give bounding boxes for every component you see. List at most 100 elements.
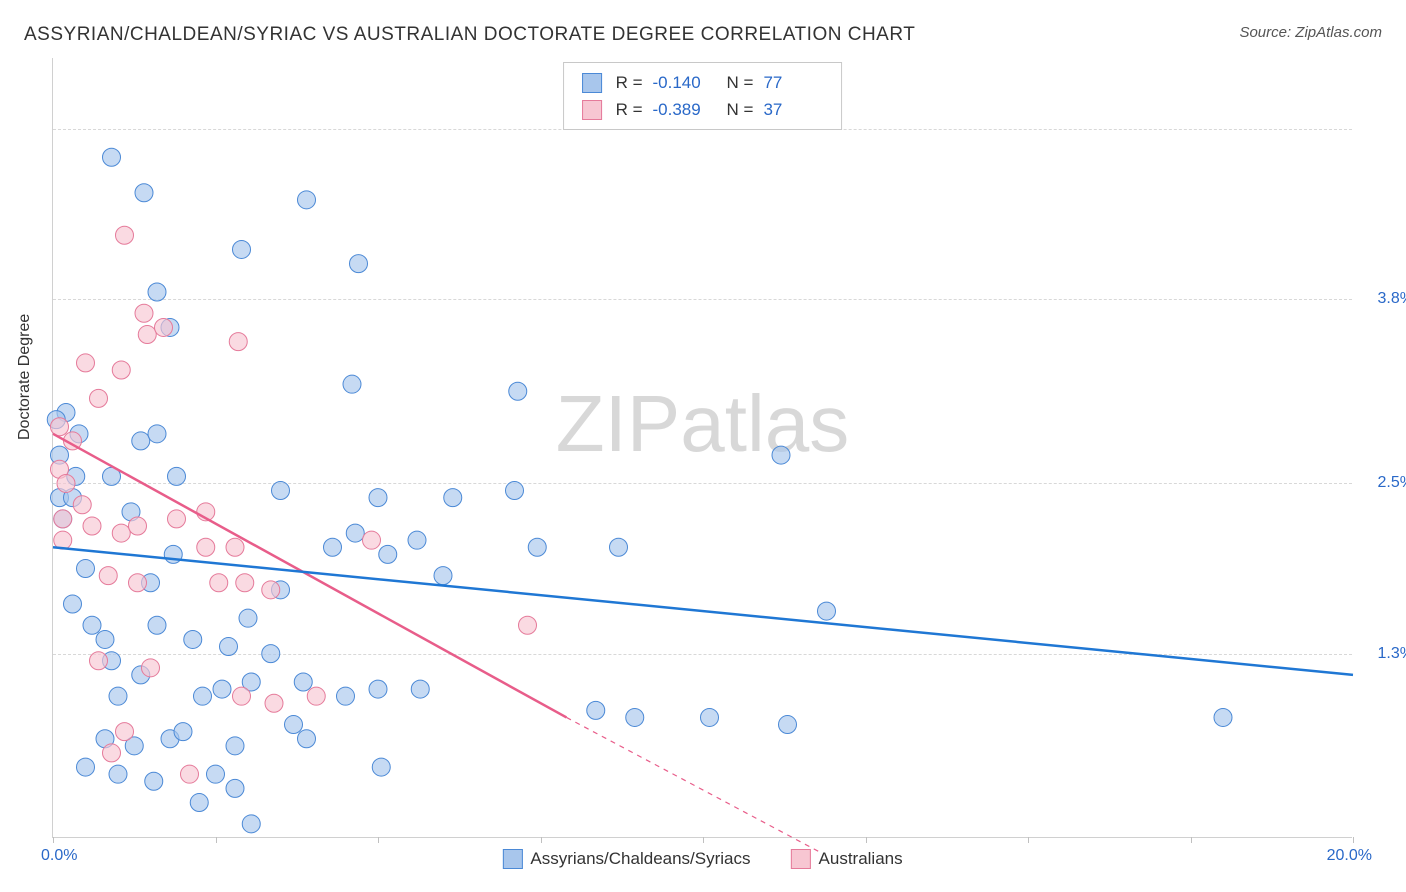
data-point	[372, 758, 390, 776]
data-point	[112, 361, 130, 379]
data-point	[148, 425, 166, 443]
data-point	[506, 482, 524, 500]
data-point	[528, 538, 546, 556]
data-point	[138, 326, 156, 344]
data-point	[96, 630, 114, 648]
data-point	[213, 680, 231, 698]
data-point	[298, 191, 316, 209]
series-legend: Assyrians/Chaldeans/Syriacs Australians	[502, 849, 902, 869]
data-point	[181, 765, 199, 783]
scatter-plot: ZIPatlas 1.3%2.5%3.8% R =-0.140 N =77 R …	[52, 58, 1352, 838]
data-point	[168, 467, 186, 485]
data-point	[109, 687, 127, 705]
data-point	[129, 517, 147, 535]
data-point	[298, 730, 316, 748]
data-point	[272, 482, 290, 500]
data-layer	[53, 58, 1352, 837]
data-point	[145, 772, 163, 790]
data-point	[184, 630, 202, 648]
data-point	[1214, 708, 1232, 726]
data-point	[174, 723, 192, 741]
data-point	[73, 496, 91, 514]
data-point	[90, 652, 108, 670]
data-point	[262, 581, 280, 599]
data-point	[83, 517, 101, 535]
data-point	[155, 318, 173, 336]
data-point	[135, 304, 153, 322]
correlation-legend: R =-0.140 N =77 R =-0.389 N =37	[563, 62, 843, 130]
data-point	[408, 531, 426, 549]
data-point	[220, 638, 238, 656]
data-point	[265, 694, 283, 712]
data-point	[242, 815, 260, 833]
data-point	[129, 574, 147, 592]
legend-item-series-2: Australians	[791, 849, 903, 869]
data-point	[818, 602, 836, 620]
data-point	[262, 645, 280, 663]
data-point	[64, 595, 82, 613]
data-point	[587, 701, 605, 719]
y-tick-label: 2.5%	[1378, 474, 1406, 492]
data-point	[226, 737, 244, 755]
data-point	[116, 226, 134, 244]
swatch-series-2	[791, 849, 811, 869]
data-point	[519, 616, 537, 634]
data-point	[701, 708, 719, 726]
data-point	[99, 567, 117, 585]
swatch-series-1	[502, 849, 522, 869]
data-point	[83, 616, 101, 634]
data-point	[779, 716, 797, 734]
data-point	[226, 538, 244, 556]
data-point	[190, 794, 208, 812]
data-point	[337, 687, 355, 705]
data-point	[610, 538, 628, 556]
data-point	[307, 687, 325, 705]
x-tick-min: 0.0%	[41, 847, 77, 865]
legend-row-series-1: R =-0.140 N =77	[582, 69, 824, 96]
data-point	[369, 489, 387, 507]
data-point	[369, 680, 387, 698]
data-point	[142, 659, 160, 677]
data-point	[77, 560, 95, 578]
data-point	[324, 538, 342, 556]
data-point	[132, 432, 150, 450]
data-point	[379, 545, 397, 563]
data-point	[148, 616, 166, 634]
data-point	[168, 510, 186, 528]
data-point	[346, 524, 364, 542]
data-point	[229, 333, 247, 351]
data-point	[194, 687, 212, 705]
data-point	[350, 255, 368, 273]
data-point	[285, 716, 303, 734]
data-point	[51, 418, 69, 436]
data-point	[135, 184, 153, 202]
data-point	[112, 524, 130, 542]
swatch-series-1	[582, 73, 602, 93]
data-point	[444, 489, 462, 507]
data-point	[434, 567, 452, 585]
data-point	[116, 723, 134, 741]
data-point	[90, 389, 108, 407]
data-point	[772, 446, 790, 464]
x-tick-max: 20.0%	[1327, 847, 1372, 865]
data-point	[197, 538, 215, 556]
data-point	[207, 765, 225, 783]
data-point	[109, 765, 127, 783]
y-tick-label: 1.3%	[1378, 645, 1406, 663]
data-point	[210, 574, 228, 592]
data-point	[77, 758, 95, 776]
data-point	[626, 708, 644, 726]
data-point	[148, 283, 166, 301]
data-point	[411, 680, 429, 698]
chart-title: ASSYRIAN/CHALDEAN/SYRIAC VS AUSTRALIAN D…	[24, 24, 915, 46]
source-attribution: Source: ZipAtlas.com	[1239, 24, 1382, 41]
data-point	[54, 510, 72, 528]
y-axis-label: Doctorate Degree	[16, 314, 34, 440]
legend-item-series-1: Assyrians/Chaldeans/Syriacs	[502, 849, 750, 869]
data-point	[363, 531, 381, 549]
y-tick-label: 3.8%	[1378, 290, 1406, 308]
data-point	[239, 609, 257, 627]
data-point	[226, 779, 244, 797]
data-point	[77, 354, 95, 372]
data-point	[233, 240, 251, 258]
